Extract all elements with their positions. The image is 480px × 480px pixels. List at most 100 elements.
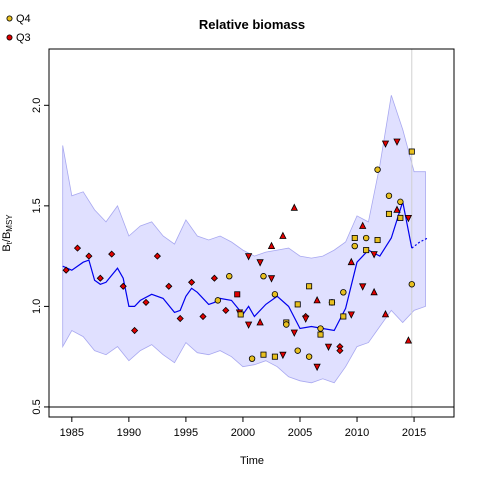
x-tick-label: 1990: [117, 427, 141, 439]
legend-q4-marker: [6, 15, 13, 22]
q3-triangle-down-point: [302, 315, 310, 323]
q3-diamond-point: [153, 252, 161, 260]
x-axis: 1985 1990 1995 2000 2005 2010 2015: [60, 417, 426, 439]
q3-triangle-up-point: [290, 203, 298, 211]
q3-triangle-up-point: [370, 287, 378, 296]
q4-circle-point: [271, 291, 279, 298]
biomass-estimate-line: [62, 201, 413, 332]
q3-triangle-down-point: [244, 321, 253, 329]
q3-diamond-point: [210, 274, 218, 282]
q3-triangle-down-point: [381, 140, 390, 148]
q3-diamond-point: [336, 347, 344, 355]
q4-circle-point: [260, 273, 267, 280]
x-tick-label: 2000: [231, 427, 255, 439]
q4-square-point: [306, 283, 313, 290]
x-tick-label: 2005: [288, 427, 312, 439]
q3-diamond-point: [165, 282, 173, 290]
q4-circle-point: [374, 166, 381, 173]
q4-square-point: [408, 148, 415, 155]
q3-triangle-up-point: [267, 241, 276, 250]
y-axis: 0.5 1.0 1.5 2.0: [31, 98, 49, 415]
q4-circle-point: [305, 353, 313, 360]
y-tick-label: 0.5: [31, 399, 43, 414]
q3-triangle-down-point: [347, 311, 355, 319]
q3-triangle-down-point: [290, 329, 298, 337]
y-axis-label: Bt/BMSY: [1, 214, 14, 252]
x-tick-label: 2010: [345, 427, 369, 439]
q4-circle-point: [226, 273, 233, 280]
q3-diamond-point: [142, 298, 150, 306]
q3-triangle-up-point: [347, 257, 355, 266]
q3-diamond-point: [119, 282, 127, 290]
q3-diamond-point: [176, 314, 184, 323]
q4-square-point: [271, 353, 278, 360]
q3-diamond-point: [85, 252, 93, 260]
q3-triangle-down-point: [267, 275, 276, 283]
q3-triangle-down-point: [279, 351, 287, 360]
x-tick-label: 1985: [60, 427, 84, 439]
q4-square-point: [328, 299, 335, 306]
q3-triangle-up-point: [393, 205, 401, 213]
q3-diamond-point: [222, 306, 230, 314]
q4-square-point: [363, 247, 370, 254]
legend-q4-label: Q4: [16, 13, 31, 25]
x-tick-label: 2015: [402, 427, 426, 439]
q4-square-point: [294, 301, 301, 308]
q4-circle-point: [351, 242, 358, 250]
biomass-projection-line: [411, 237, 429, 249]
plot-frame: [48, 48, 455, 418]
q3-triangle-up-point: [381, 310, 390, 318]
y-tick-label: 1.5: [31, 198, 43, 213]
q4-circle-point: [408, 281, 415, 288]
y-tick-label: 2.0: [31, 98, 43, 113]
q4-square-point: [340, 313, 347, 320]
q4-square-point: [317, 331, 324, 338]
q3-triangle-up-point: [359, 221, 367, 229]
plot-area: [49, 49, 454, 417]
q3-triangle-down-point: [244, 253, 253, 261]
q3-diamond-point: [73, 244, 82, 252]
legend-q3-marker: [6, 34, 13, 41]
q3-triangle-down-point: [359, 283, 367, 291]
q4-circle-point: [385, 192, 393, 199]
x-axis-label: Time: [240, 455, 264, 467]
legend: Q4 Q3: [6, 13, 31, 44]
confidence-band: [62, 95, 426, 384]
q3-triangle-up-point: [313, 296, 321, 304]
q4-circle-point: [214, 297, 222, 304]
q4-square-point: [237, 311, 244, 318]
q3-diamond-point: [62, 266, 70, 274]
q3-triangle-down-point: [404, 214, 413, 223]
q4-square-point: [385, 210, 392, 217]
q3-triangle-up-point: [256, 318, 264, 326]
q4-circle-point: [362, 234, 370, 242]
q3-diamond-point: [96, 274, 104, 282]
q4-square-point: [351, 235, 358, 242]
q3-triangle-down-point: [313, 363, 321, 372]
q4-circle-point: [397, 198, 404, 206]
q4-square-point: [374, 237, 381, 244]
y-tick-label: 1.0: [31, 299, 43, 314]
q3-diamond-point: [188, 278, 196, 286]
q3-diamond-point: [108, 250, 116, 258]
q3-triangle-down-point: [370, 251, 378, 259]
q4-circle-point: [248, 355, 256, 362]
q4-circle-point: [317, 325, 324, 332]
x-tick-label: 1995: [174, 427, 198, 439]
q3-square-point: [234, 291, 241, 298]
q4-circle-point: [294, 347, 301, 354]
q4-circle-point: [340, 289, 347, 296]
q3-triangle-down-point: [393, 138, 401, 146]
q3-triangle-down-point: [324, 343, 333, 351]
chart-title: Relative biomass: [199, 17, 305, 32]
q3-diamond-point: [199, 312, 207, 321]
q3-diamond-point: [131, 326, 139, 335]
legend-q3-label: Q3: [16, 32, 31, 44]
q4-square-point: [260, 351, 267, 358]
q4-circle-point: [283, 321, 290, 328]
q4-square-point: [397, 214, 404, 221]
q3-triangle-up-point: [404, 336, 413, 344]
q3-triangle-up-point: [279, 231, 287, 239]
q3-triangle-down-point: [256, 259, 264, 267]
